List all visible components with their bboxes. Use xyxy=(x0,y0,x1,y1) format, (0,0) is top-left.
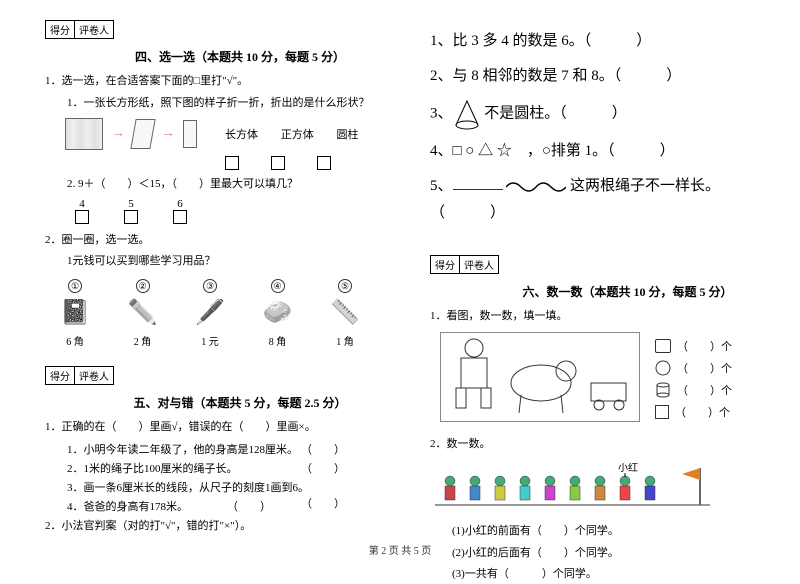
fold-2-icon xyxy=(183,120,197,148)
pencil-icon: ✏️ xyxy=(123,293,163,333)
cuboid-mini-icon xyxy=(655,339,671,353)
section-5-title: 五、对与错（本题共 5 分，每题 2.5 分） xyxy=(105,394,375,411)
q4-2-sub: 1元钱可以买到哪些学习用品？ xyxy=(67,253,375,271)
pen-icon: 🖊️ xyxy=(190,293,230,333)
q5-1: 1．正确的在（ ）里画√，错误的在（ ）里画×。 xyxy=(45,419,375,437)
item-3: ③ 🖊️ 1 元 xyxy=(190,279,230,348)
rq-3: 3、 不是圆柱。（ ） xyxy=(430,98,765,130)
rq-5: 5、 这两根绳子不一样长。（ ） xyxy=(430,173,765,227)
cube-mini-icon xyxy=(655,405,669,419)
robot-scene xyxy=(440,332,640,422)
checkbox[interactable] xyxy=(317,156,331,170)
arrow-icon: → xyxy=(161,126,175,142)
q6-2-1: (1)小红的前面有（ ）个同学。 xyxy=(452,523,765,541)
tf-3: 3．画一条6厘米长的线段，从尺子的刻度1画到6。（ ） xyxy=(67,479,375,495)
score-box-4: 得分 评卷人 xyxy=(45,20,114,39)
arrow-icon: → xyxy=(111,126,125,142)
shape-check-boxes xyxy=(225,156,375,170)
q4-2: 2．圈一圈，选一选。 xyxy=(45,232,375,250)
rq-1: 1、比 3 多 4 的数是 6。（ ） xyxy=(430,28,765,55)
num-opt: 4 xyxy=(75,198,89,224)
item-4: ④ 🧼 8 角 xyxy=(258,279,298,348)
sphere-mini-icon xyxy=(655,360,671,376)
opt-cube: 正方体 xyxy=(281,129,314,141)
item-5: ⑤ 📏 1 角 xyxy=(325,279,365,348)
checkbox[interactable] xyxy=(225,156,239,170)
shape-options: 长方体 正方体 圆柱 xyxy=(215,126,369,142)
robot-count-area: （ ）个 （ ）个 （ ）个 （ ）个 xyxy=(440,332,765,426)
wavy-line-icon xyxy=(506,179,566,195)
robot-dog-icon xyxy=(441,333,641,423)
num-opt: 5 xyxy=(124,198,138,224)
tf-2: 2．1米的绳子比100厘米的绳子长。（ ） xyxy=(67,460,375,476)
score-box-5: 得分 评卷人 xyxy=(45,366,114,385)
cylinder-mini-icon xyxy=(655,382,671,398)
cone-icon xyxy=(453,98,481,130)
checkbox[interactable] xyxy=(124,210,138,224)
kids-queue: 小红 xyxy=(430,463,765,513)
section-4-title: 四、选一选（本题共 10 分，每题 5 分） xyxy=(105,48,375,65)
section-6-title: 六、数一数（本题共 10 分，每题 5 分） xyxy=(490,283,765,300)
left-column: 得分 评卷人 四、选一选（本题共 10 分，每题 5 分） 1．选一选，在合适答… xyxy=(0,0,400,565)
right-column: 1、比 3 多 4 的数是 6。（ ） 2、与 8 相邻的数是 7 和 8。（ … xyxy=(400,0,800,565)
shape-count-list: （ ）个 （ ）个 （ ）个 （ ）个 xyxy=(655,332,732,426)
paper-rect-icon xyxy=(65,118,103,150)
checkbox[interactable] xyxy=(271,156,285,170)
number-options: 4 5 6 xyxy=(75,198,375,224)
q4-1: 1．选一选，在合适答案下面的□里打"√"。 xyxy=(45,73,375,91)
rq-2: 2、与 8 相邻的数是 7 和 8。（ ） xyxy=(430,63,765,90)
q4-1-1: 1．一张长方形纸，照下图的样子折一折，折出的是什么形状？ xyxy=(67,95,375,113)
num-opt: 6 xyxy=(173,198,187,224)
ruler-icon: 📏 xyxy=(325,293,365,333)
q6-1: 1．看图，数一数，填一填。 xyxy=(430,308,765,326)
score-label: 得分 xyxy=(46,21,75,38)
item-1: ① 📓 6 角 xyxy=(55,279,95,348)
eraser-icon: 🧼 xyxy=(258,293,298,333)
q4-1-2: 2. 9＋（ ）＜15，（ ）里最大可以填几？ xyxy=(67,176,375,194)
notebook-icon: 📓 xyxy=(55,293,95,333)
q5-2: 2．小法官判案（对的打"√"，错的打"×"）。 xyxy=(45,518,375,536)
checkbox[interactable] xyxy=(173,210,187,224)
page-footer: 第 2 页 共 5 页 xyxy=(0,542,800,557)
q6-2-3: (3)一共有（ ）个同学。 xyxy=(452,566,765,584)
score-box-6: 得分 评卷人 xyxy=(430,255,499,274)
fold-diagram: → → 长方体 正方体 圆柱 xyxy=(65,118,375,150)
fold-1-icon xyxy=(130,119,155,149)
xiaohong-label: 小红 xyxy=(618,463,638,474)
grader-label: 评卷人 xyxy=(75,21,113,38)
q6-2: 2．数一数。 xyxy=(430,436,765,454)
checkbox[interactable] xyxy=(75,210,89,224)
tf-1: 1．小明今年读二年级了，他的身高是128厘米。（ ） xyxy=(67,441,375,457)
opt-cuboid: 长方体 xyxy=(225,129,258,141)
rq-4: 4、□ ○ △ ☆ ，○排第 1。（ ） xyxy=(430,138,765,165)
opt-cylinder: 圆柱 xyxy=(337,129,359,141)
item-2: ② ✏️ 2 角 xyxy=(123,279,163,348)
kids-line-icon: 小红 xyxy=(430,463,730,513)
stationery-items: ① 📓 6 角 ② ✏️ 2 角 ③ 🖊️ 1 元 ④ 🧼 8 角 ⑤ 📏 1 … xyxy=(55,279,365,348)
